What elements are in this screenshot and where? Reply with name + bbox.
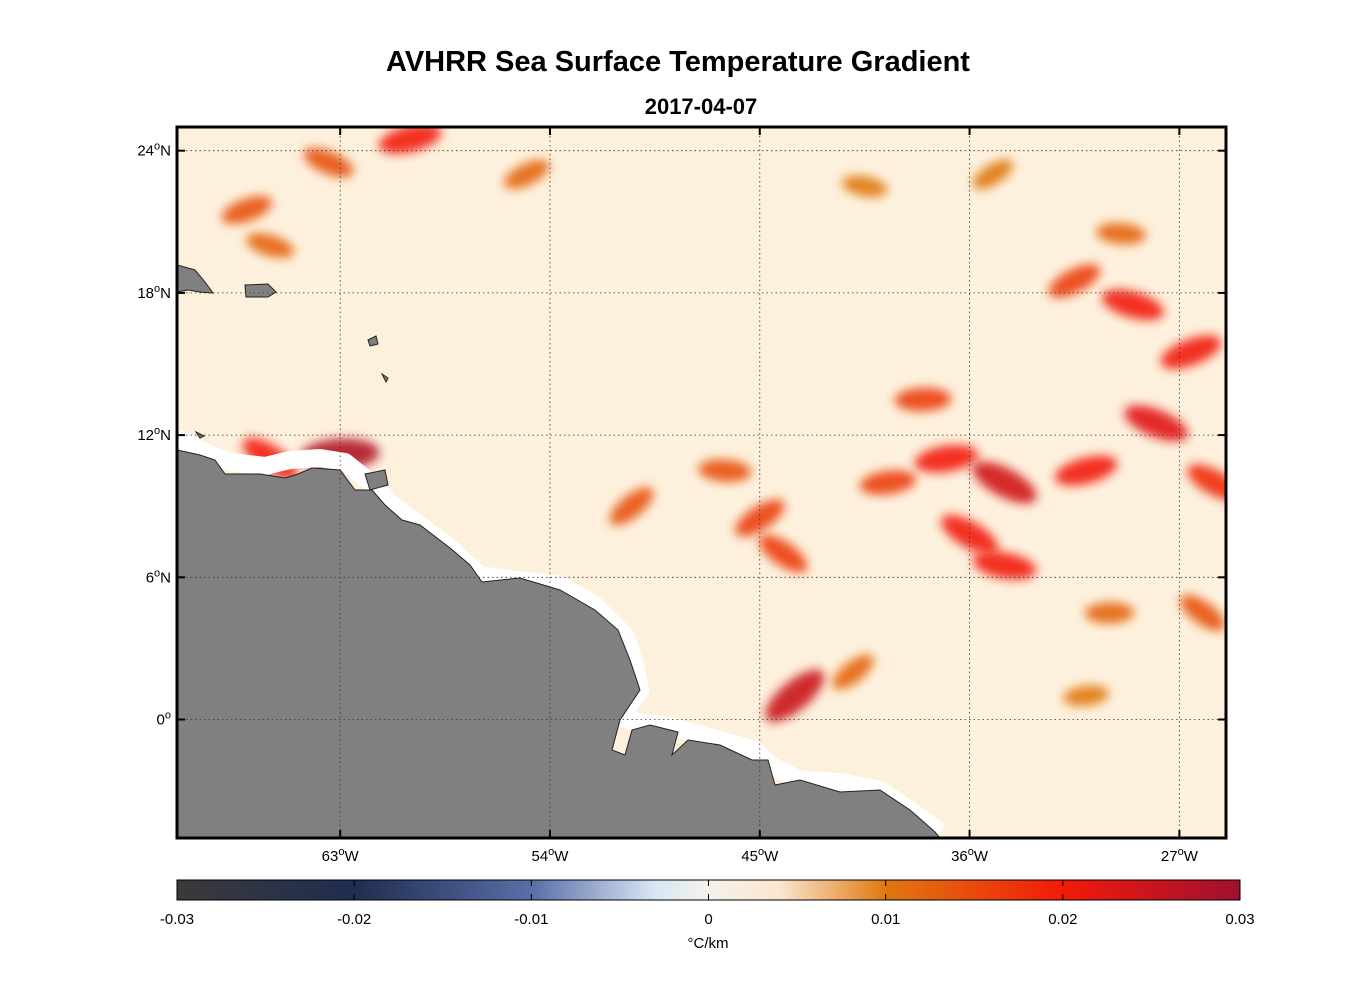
colorbar-tick-label: 0.01: [871, 911, 900, 928]
gradient-feature: [765, 669, 825, 722]
gradient-feature: [1084, 602, 1135, 624]
colorbar-tick-label: 0.03: [1225, 911, 1254, 928]
gradient-feature: [378, 127, 442, 154]
gradient-feature: [303, 147, 354, 178]
gradient-feature: [859, 470, 917, 495]
island-puerto-rico: [244, 283, 277, 298]
gradient-feature: [842, 175, 888, 198]
gradient-feature: [832, 654, 874, 690]
gradient-feature: [972, 159, 1014, 190]
island-martinique: [380, 372, 389, 384]
gridlines: [177, 127, 1226, 838]
island-trinidad: [364, 469, 389, 491]
lon-tick-label: 63oW: [322, 846, 360, 865]
gradient-feature: [609, 487, 654, 526]
lon-tick-label: 36oW: [951, 846, 989, 865]
island-guadeloupe: [367, 335, 379, 347]
gradient-feature: [735, 499, 785, 537]
south-america-land: [177, 449, 941, 838]
gradient-feature: [894, 387, 952, 412]
lon-tick-label: 54oW: [531, 846, 569, 865]
gradient-feature: [1048, 264, 1101, 298]
map-date: 2017-04-07: [644, 94, 758, 119]
gradient-feature: [1160, 335, 1222, 369]
gradient-feature: [246, 233, 295, 258]
gradient-feature: [914, 445, 978, 473]
gradient-feature: [758, 534, 808, 573]
gradient-feature: [1063, 685, 1109, 707]
island-hispaniola: [177, 264, 215, 294]
coast-buffer: [177, 429, 946, 838]
colorbar-ticks: -0.03 -0.02 -0.01 0 0.01 0.02 0.03: [160, 880, 1255, 928]
gradient-feature: [1055, 455, 1118, 486]
colorbar-tick-label: -0.01: [514, 911, 548, 928]
longitude-ticks: 63oW 54oW 45oW 36oW 27oW: [322, 127, 1199, 865]
map-title: AVHRR Sea Surface Temperature Gradient: [386, 46, 970, 78]
map-area: [177, 127, 1226, 838]
gradient-feature: [221, 196, 273, 224]
gradient-feature: [503, 159, 550, 189]
gradient-feature: [1124, 405, 1188, 442]
colorbar-tick-label: 0.02: [1048, 911, 1077, 928]
gradient-feature: [698, 459, 752, 482]
colorbar-tick-label: -0.03: [160, 911, 194, 928]
gradient-feature: [941, 515, 999, 555]
colorbar: -0.03 -0.02 -0.01 0 0.01 0.02 0.03 °C/km: [160, 879, 1255, 952]
gradient-feature: [1101, 289, 1164, 321]
gradient-feature: [1180, 594, 1226, 631]
gradient-feature: [1187, 464, 1226, 501]
lon-tick-label: 27oW: [1161, 846, 1199, 865]
lat-tick-label: 12oN: [137, 425, 171, 444]
colorbar-tick-label: -0.02: [337, 911, 371, 928]
lat-tick-label: 24oN: [137, 141, 171, 160]
lat-tick-label: 18oN: [137, 283, 171, 302]
gradient-feature: [1096, 222, 1146, 245]
colorbar-unit-label: °C/km: [688, 935, 729, 952]
lon-tick-label: 45oW: [741, 846, 779, 865]
map-frame: [175, 125, 1228, 840]
gradient-feature: [972, 461, 1037, 504]
lat-tick-label: 0o: [157, 710, 171, 729]
lat-tick-label: 6oN: [146, 567, 171, 586]
latitude-ticks: 24oN 18oN 12oN 6oN 0o: [137, 141, 1226, 729]
colorbar-tick-label: 0: [704, 911, 712, 928]
gradient-feature: [972, 551, 1037, 580]
